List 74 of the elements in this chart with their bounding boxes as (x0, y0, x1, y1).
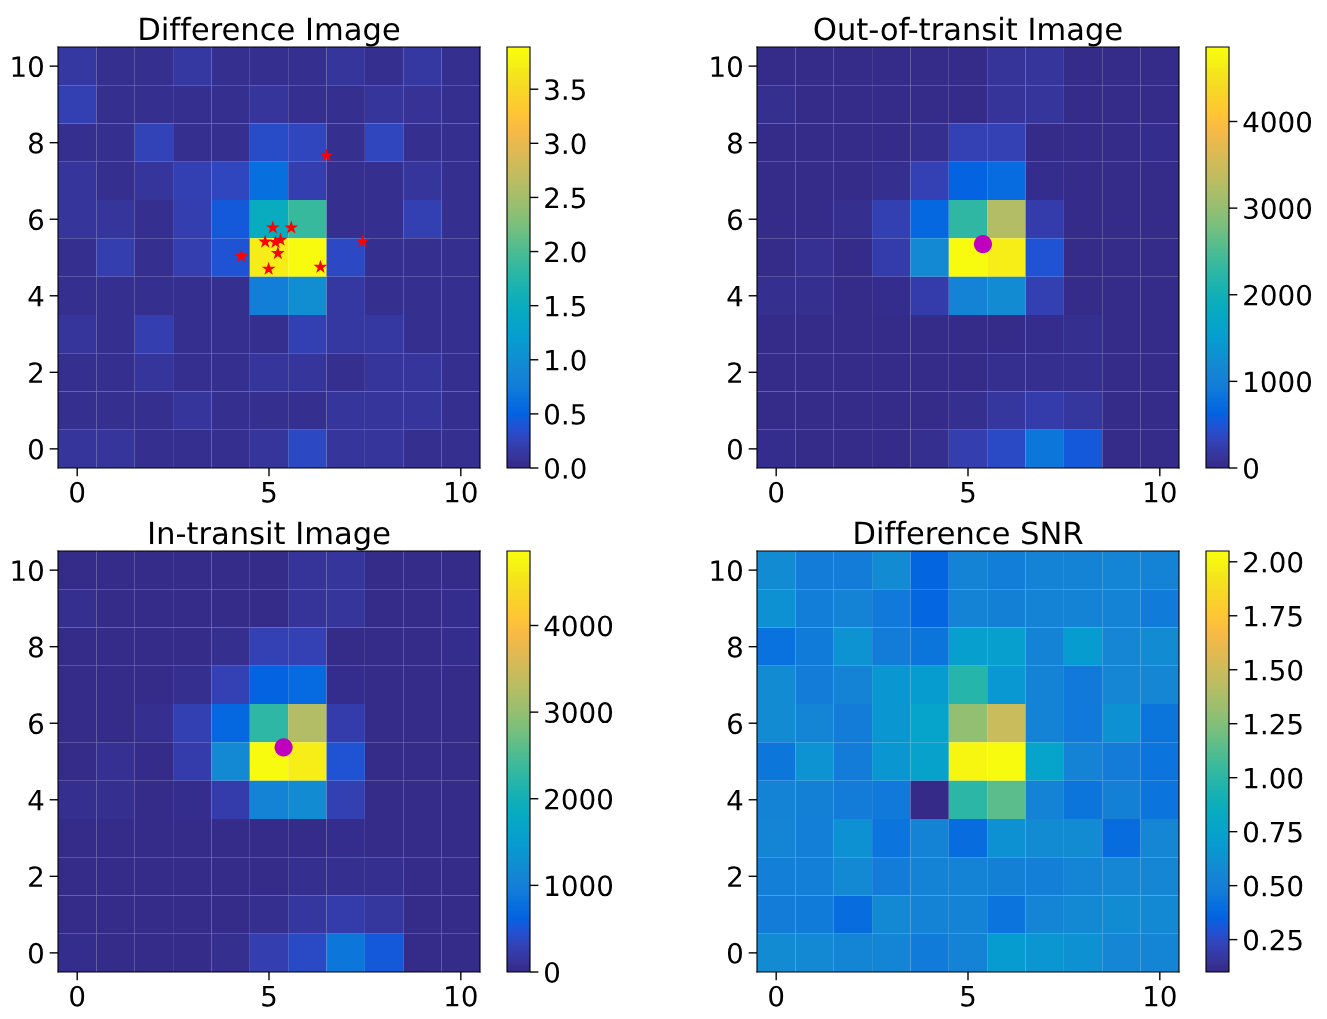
y-tick-label: 4 (727, 286, 743, 307)
color-bar-label: 0 (545, 961, 560, 983)
x-tick-label: 5 (961, 482, 975, 503)
color-bar-label: 3000 (1244, 198, 1312, 220)
chart-title: In-transit Image (150, 520, 390, 551)
color-bar-label: 0.5 (545, 403, 585, 425)
y-tick-label: 8 (728, 132, 742, 154)
color-bar-label: 1.25 (1245, 713, 1302, 735)
color-bar-label: 2000 (1244, 284, 1312, 306)
point (273, 232, 288, 246)
y-tick-label: 2 (29, 866, 43, 887)
color-bar-label: 2.00 (1244, 551, 1303, 573)
x-tick-label: 10 (1145, 481, 1176, 503)
y-tick-label: 8 (728, 636, 742, 658)
color-bar-label: 4000 (544, 615, 613, 637)
color-bar-label: 0 (1244, 457, 1259, 479)
y-tick-label: 10 (12, 56, 43, 78)
x-tick-label: 10 (1145, 985, 1176, 1007)
x-tick-label: 0 (70, 481, 85, 503)
y-tick-label: 10 (711, 56, 742, 78)
x-tick-label: 0 (70, 985, 85, 1007)
y-tick-label: 2 (728, 866, 742, 887)
y-tick-label: 10 (711, 560, 742, 582)
x-tick-label: 0 (769, 481, 784, 503)
color-bar-label: 1.5 (546, 295, 585, 317)
color-bar-label: 0.75 (1244, 821, 1302, 843)
x-tick-label: 5 (262, 482, 276, 503)
color-bar-label: 1.00 (1245, 767, 1303, 789)
x-tick-label: 10 (446, 481, 477, 503)
y-tick-label: 8 (29, 132, 43, 154)
point (261, 261, 276, 275)
chart-title: Out-of-transit Image (814, 16, 1122, 47)
color-bar-label: 0.50 (1244, 875, 1303, 897)
chart-title: Difference SNR (855, 520, 1083, 545)
x-tick-label: 10 (446, 985, 477, 1007)
color-bar-label: 1000 (546, 875, 613, 897)
color-bar-label: 2.0 (545, 241, 586, 263)
point (355, 234, 370, 248)
y-tick-label: 2 (29, 362, 43, 383)
color-bar-label: 1.0 (546, 349, 586, 371)
y-tick-label: 6 (728, 713, 743, 735)
y-tick-label: 4 (727, 790, 743, 811)
point (313, 259, 328, 273)
color-bar-label: 3.5 (545, 79, 585, 101)
point (319, 148, 334, 162)
chart-title: Difference Image (140, 16, 400, 47)
y-tick-label: 6 (29, 209, 44, 231)
point (234, 249, 249, 263)
x-tick-label: 5 (961, 986, 975, 1007)
color-bar-label: 1.50 (1245, 659, 1303, 681)
y-tick-label: 6 (29, 713, 44, 735)
y-tick-label: 6 (728, 209, 743, 231)
y-tick-label: 8 (29, 636, 43, 658)
color-bar-label: 3000 (545, 702, 613, 724)
x-tick-label: 0 (769, 985, 784, 1007)
color-bar-label: 2000 (545, 788, 613, 810)
color-bar-label: 2.5 (545, 187, 585, 209)
y-tick-label: 10 (12, 560, 43, 582)
y-tick-label: 0 (28, 942, 43, 964)
y-tick-label: 0 (28, 438, 43, 460)
color-bar-label: 3.0 (545, 133, 586, 155)
color-bar-label: 1000 (1245, 371, 1312, 393)
color-bar-label: 1.75 (1245, 606, 1302, 627)
y-tick-label: 4 (28, 790, 44, 811)
y-tick-label: 0 (727, 438, 742, 460)
point (284, 220, 299, 234)
color-bar-label: 4000 (1243, 111, 1312, 133)
y-tick-label: 2 (728, 362, 742, 383)
point (270, 246, 285, 260)
x-tick-label: 5 (262, 986, 276, 1007)
color-bar-label: 0.25 (1244, 929, 1302, 951)
y-tick-label: 0 (727, 942, 742, 964)
y-tick-label: 4 (28, 286, 44, 307)
color-bar-label: 0.0 (545, 457, 586, 479)
